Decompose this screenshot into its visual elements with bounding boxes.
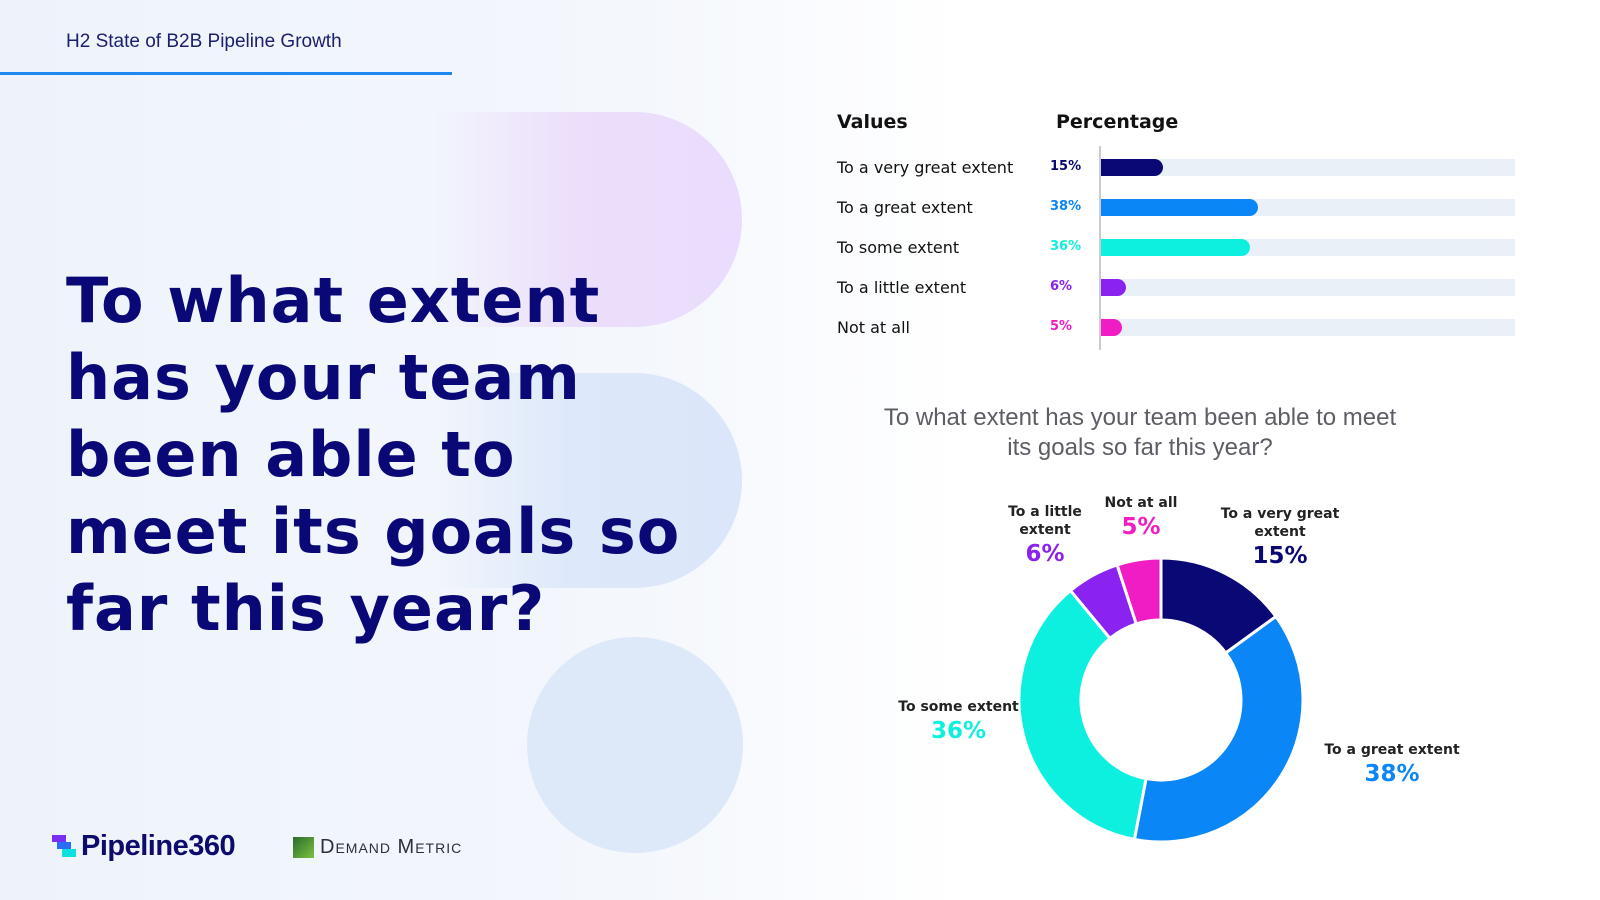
donut-chart-title: To what extent has your team been able t… [883,404,1397,461]
bar [1101,239,1250,256]
donut-slice-category: To a little extent [1008,504,1082,538]
donut-slice [1017,588,1148,842]
donut-slice-label: To a great extent 38% [1312,741,1472,789]
bar-axis [1099,146,1101,350]
donut-slice-percentage: 38% [1364,761,1420,787]
bar-row-percentage: 38% [1050,199,1082,214]
demand-metric-logo-text: Demand Metric [320,836,463,858]
demand-metric-logo: Demand Metric [293,836,462,859]
bar-row-label: To some extent [837,238,960,257]
bar [1101,159,1163,176]
donut-slice-label: To a very great extent 15% [1210,505,1350,571]
bar [1101,279,1126,296]
bar-track [1101,319,1515,336]
donut-slice-category: To a great extent [1324,742,1460,758]
donut-slice-category: To some extent [898,699,1019,715]
donut-slice-label: To a little extent 6% [990,503,1100,569]
bar-row-label: Not at all [837,318,910,337]
pipeline360-logo: Pipeline360 [52,830,236,863]
bar-row-percentage: 15% [1050,159,1082,174]
bar-row-percentage: 6% [1050,279,1073,294]
bar [1101,319,1122,336]
bar-row-label: To a great extent [837,198,973,217]
donut-slice-percentage: 36% [930,718,987,744]
bar-track [1101,279,1515,296]
bar-track [1101,159,1515,176]
donut-slice-category: Not at all [1104,495,1178,511]
decorative-pill-top [430,112,742,327]
header-title: H2 State of B2B Pipeline Growth [66,31,342,52]
header-underline [0,72,452,75]
donut-slice-percentage: 15% [1252,543,1308,569]
donut-slice [1132,614,1305,844]
bar [1101,199,1258,216]
decorative-pill-middle [430,373,742,588]
bar-row-percentage: 36% [1050,239,1082,254]
table-header-values: Values [837,111,908,133]
pipeline360-logo-text: Pipeline360 [81,830,236,862]
table-header-percentage: Percentage [1056,111,1179,133]
decorative-circle [527,637,743,853]
donut-slice-label: Not at all 5% [1096,494,1186,542]
donut-slice-category: To a very great extent [1220,506,1340,540]
bar-row-label: To a little extent [837,278,967,297]
question-heading: To what extent has your team been able t… [66,264,681,645]
donut-slice-label: To some extent 36% [886,698,1031,746]
donut-slice-percentage: 6% [1025,541,1065,567]
demand-metric-logo-icon [293,837,314,858]
pipeline360-logo-icon [52,834,78,859]
bar-row-percentage: 5% [1050,319,1073,334]
donut-slice-percentage: 5% [1121,514,1161,540]
donut-slice [1115,556,1163,626]
bar-row-label: To a very great extent [837,158,1014,177]
